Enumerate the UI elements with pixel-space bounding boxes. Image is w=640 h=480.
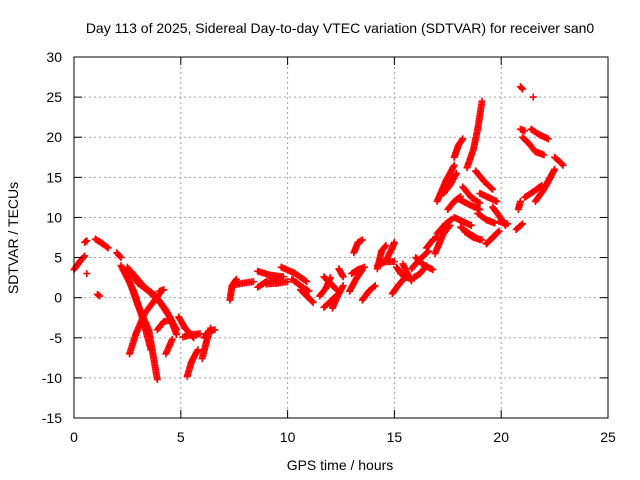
- data-point: [370, 283, 378, 291]
- x-tick-label: 15: [387, 429, 403, 445]
- data-point: [83, 270, 91, 278]
- y-tick-label: 30: [46, 49, 62, 65]
- data-point: [517, 221, 525, 229]
- data-point: [529, 93, 537, 101]
- y-tick-label: -5: [50, 330, 63, 346]
- data-point: [332, 285, 340, 293]
- data-point: [173, 326, 181, 334]
- y-tick-label: 15: [46, 169, 62, 185]
- data-point: [284, 278, 292, 286]
- y-tick-label: -15: [42, 410, 62, 426]
- y-tick-label: 20: [46, 129, 62, 145]
- data-point: [116, 252, 124, 260]
- data-point: [559, 161, 567, 169]
- data-point: [153, 375, 161, 383]
- data-point: [458, 136, 466, 144]
- data-points: [70, 83, 567, 383]
- data-point: [494, 228, 502, 236]
- data-point: [491, 219, 499, 227]
- data-point: [155, 291, 163, 299]
- data-point: [540, 151, 548, 159]
- data-point: [551, 165, 559, 173]
- data-point: [309, 298, 317, 306]
- data-point: [517, 84, 525, 92]
- data-point: [96, 292, 104, 300]
- data-point: [117, 254, 125, 262]
- data-point: [193, 347, 201, 355]
- data-point: [249, 278, 257, 286]
- data-point: [487, 184, 495, 192]
- data-point: [516, 197, 524, 205]
- data-point: [504, 220, 512, 228]
- plot-frame: [73, 56, 609, 419]
- data-point: [358, 236, 366, 244]
- data-point: [474, 198, 482, 206]
- data-point: [308, 297, 316, 305]
- data-point: [83, 237, 91, 245]
- axis-ticks: 0 5 10 15 20 25 -15 -10 -5 0 5 10 15 20 25 30: [42, 49, 616, 445]
- data-point: [519, 220, 527, 228]
- data-point: [305, 287, 313, 295]
- data-point: [519, 85, 527, 93]
- data-point: [478, 97, 486, 105]
- data-point: [452, 171, 460, 179]
- x-tick-label: 5: [177, 429, 185, 445]
- y-tick-label: -10: [42, 370, 62, 386]
- data-point: [390, 238, 398, 246]
- data-point: [160, 286, 168, 294]
- data-point: [357, 237, 365, 245]
- x-axis-label: GPS time / hours: [287, 457, 394, 473]
- data-point: [521, 127, 529, 135]
- data-point: [452, 169, 460, 177]
- data-point: [360, 263, 368, 271]
- data-point: [303, 278, 311, 286]
- x-tick-label: 0: [70, 429, 78, 445]
- y-tick-label: 25: [46, 89, 62, 105]
- data-point: [196, 330, 204, 338]
- data-point: [81, 252, 89, 260]
- data-point: [478, 236, 486, 244]
- x-tick-label: 20: [493, 429, 509, 445]
- data-point: [382, 242, 390, 250]
- data-point: [338, 283, 346, 291]
- data-point: [147, 346, 155, 354]
- data-point: [429, 266, 437, 274]
- data-point: [476, 199, 484, 207]
- data-point: [432, 234, 440, 242]
- data-point: [301, 277, 309, 285]
- data-point: [493, 197, 501, 205]
- data-point: [166, 316, 174, 324]
- data-point: [371, 282, 379, 290]
- data-point: [95, 291, 103, 299]
- data-point: [495, 227, 503, 235]
- data-point: [381, 243, 389, 251]
- data-point: [339, 273, 347, 281]
- chart-title: Day 113 of 2025, Sidereal Day-to-day VTE…: [86, 20, 595, 36]
- data-point: [489, 185, 497, 193]
- data-point: [103, 243, 111, 251]
- data-point: [339, 282, 347, 290]
- data-point: [82, 238, 90, 246]
- data-point: [450, 161, 458, 169]
- x-tick-label: 10: [280, 429, 296, 445]
- y-tick-label: 10: [46, 209, 62, 225]
- data-point: [558, 160, 566, 168]
- data-point: [194, 346, 202, 354]
- data-point: [544, 135, 552, 143]
- data-point: [459, 135, 467, 143]
- data-point: [104, 244, 112, 252]
- data-point: [168, 335, 176, 343]
- data-point: [390, 258, 398, 266]
- y-axis-label: SDTVAR / TECUs: [5, 182, 21, 294]
- data-point: [467, 221, 475, 229]
- data-point: [261, 279, 269, 287]
- grid: [74, 57, 608, 418]
- y-tick-label: 5: [54, 250, 62, 266]
- y-tick-label: 0: [54, 290, 62, 306]
- x-tick-label: 25: [600, 429, 616, 445]
- data-point: [211, 326, 219, 334]
